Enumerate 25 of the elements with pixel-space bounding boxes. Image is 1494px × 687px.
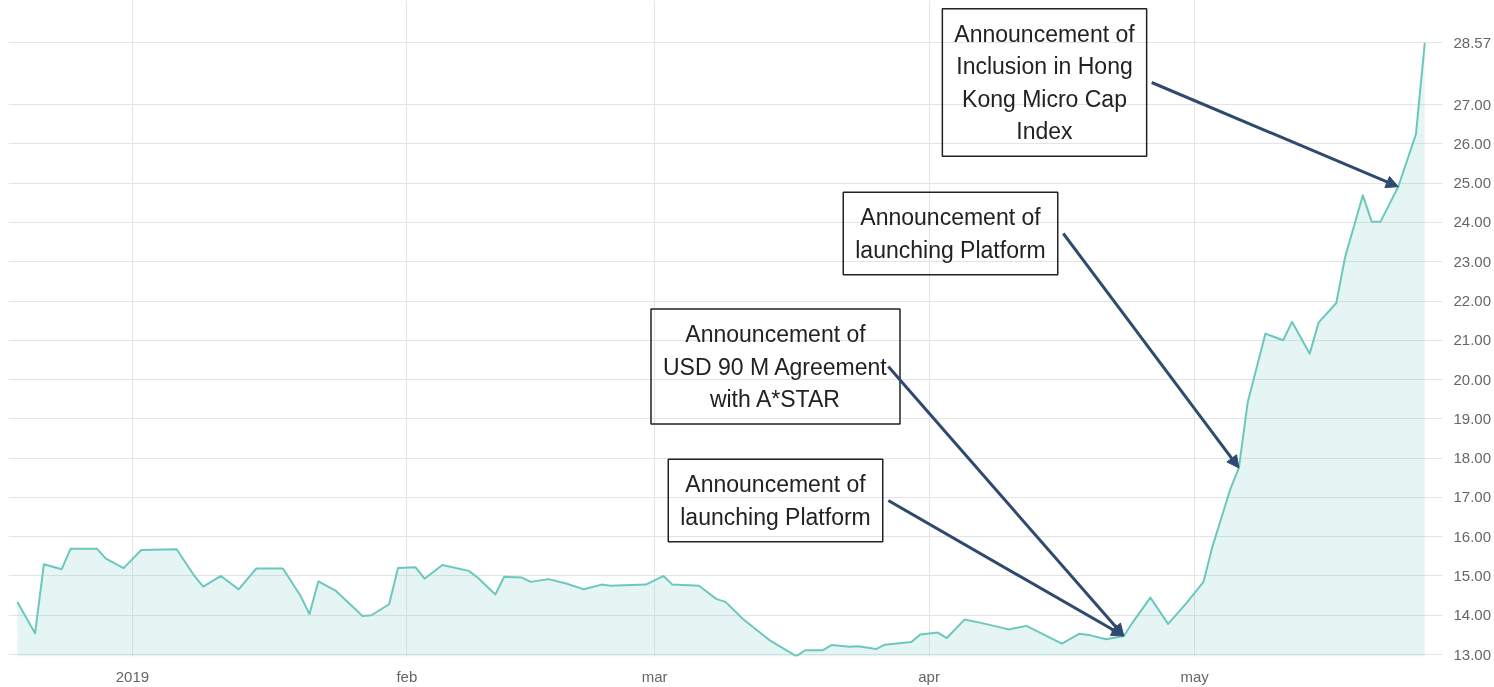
y-tick-label: 16.00 xyxy=(1453,527,1492,545)
x-tick-label: mar xyxy=(641,667,668,685)
y-tick-label: 21.00 xyxy=(1453,331,1492,349)
y-tick-label: 19.00 xyxy=(1453,409,1492,427)
y-tick-label: 13.00 xyxy=(1453,645,1492,663)
x-tick-label: may xyxy=(1180,667,1210,685)
y-tick-label: 25.00 xyxy=(1453,174,1492,192)
y-tick-label: 22.00 xyxy=(1453,292,1492,309)
x-tick-label: feb xyxy=(396,667,418,685)
y-tick-label: 14.00 xyxy=(1453,606,1492,624)
y-tick-label: 20.00 xyxy=(1453,370,1492,388)
annotation: Announcement of USD 90 M Agreement with A*STAR xyxy=(663,321,888,412)
y-tick-label: 23.00 xyxy=(1453,252,1492,270)
y-tick-label: 26.00 xyxy=(1453,134,1492,152)
x-tick-label: 2019 xyxy=(115,667,150,685)
annotation: Announcement of launching Platform xyxy=(855,204,1046,263)
annotation: Announcement of Inclusion in Hong Kong Micro Cap Index xyxy=(954,20,1136,145)
y-tick-label: 24.00 xyxy=(1453,213,1492,231)
annotation: Announcement of launching Platform xyxy=(680,471,871,530)
x-tick-label: apr xyxy=(918,667,940,685)
y-tick-label: 28.57 xyxy=(1453,33,1492,51)
y-tick-label: 15.00 xyxy=(1453,566,1492,584)
y-tick-label: 27.00 xyxy=(1453,95,1492,113)
y-tick-label: 17.00 xyxy=(1453,488,1492,506)
y-tick-label: 18.00 xyxy=(1453,449,1492,467)
